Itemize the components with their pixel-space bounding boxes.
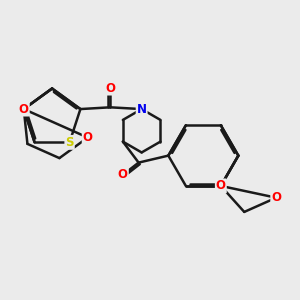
Text: O: O — [105, 82, 115, 94]
Text: N: N — [136, 103, 147, 116]
Text: O: O — [19, 103, 29, 116]
Text: O: O — [83, 131, 93, 144]
Text: O: O — [118, 168, 128, 182]
Text: O: O — [271, 191, 281, 204]
Text: O: O — [216, 179, 226, 192]
Text: S: S — [65, 136, 74, 149]
